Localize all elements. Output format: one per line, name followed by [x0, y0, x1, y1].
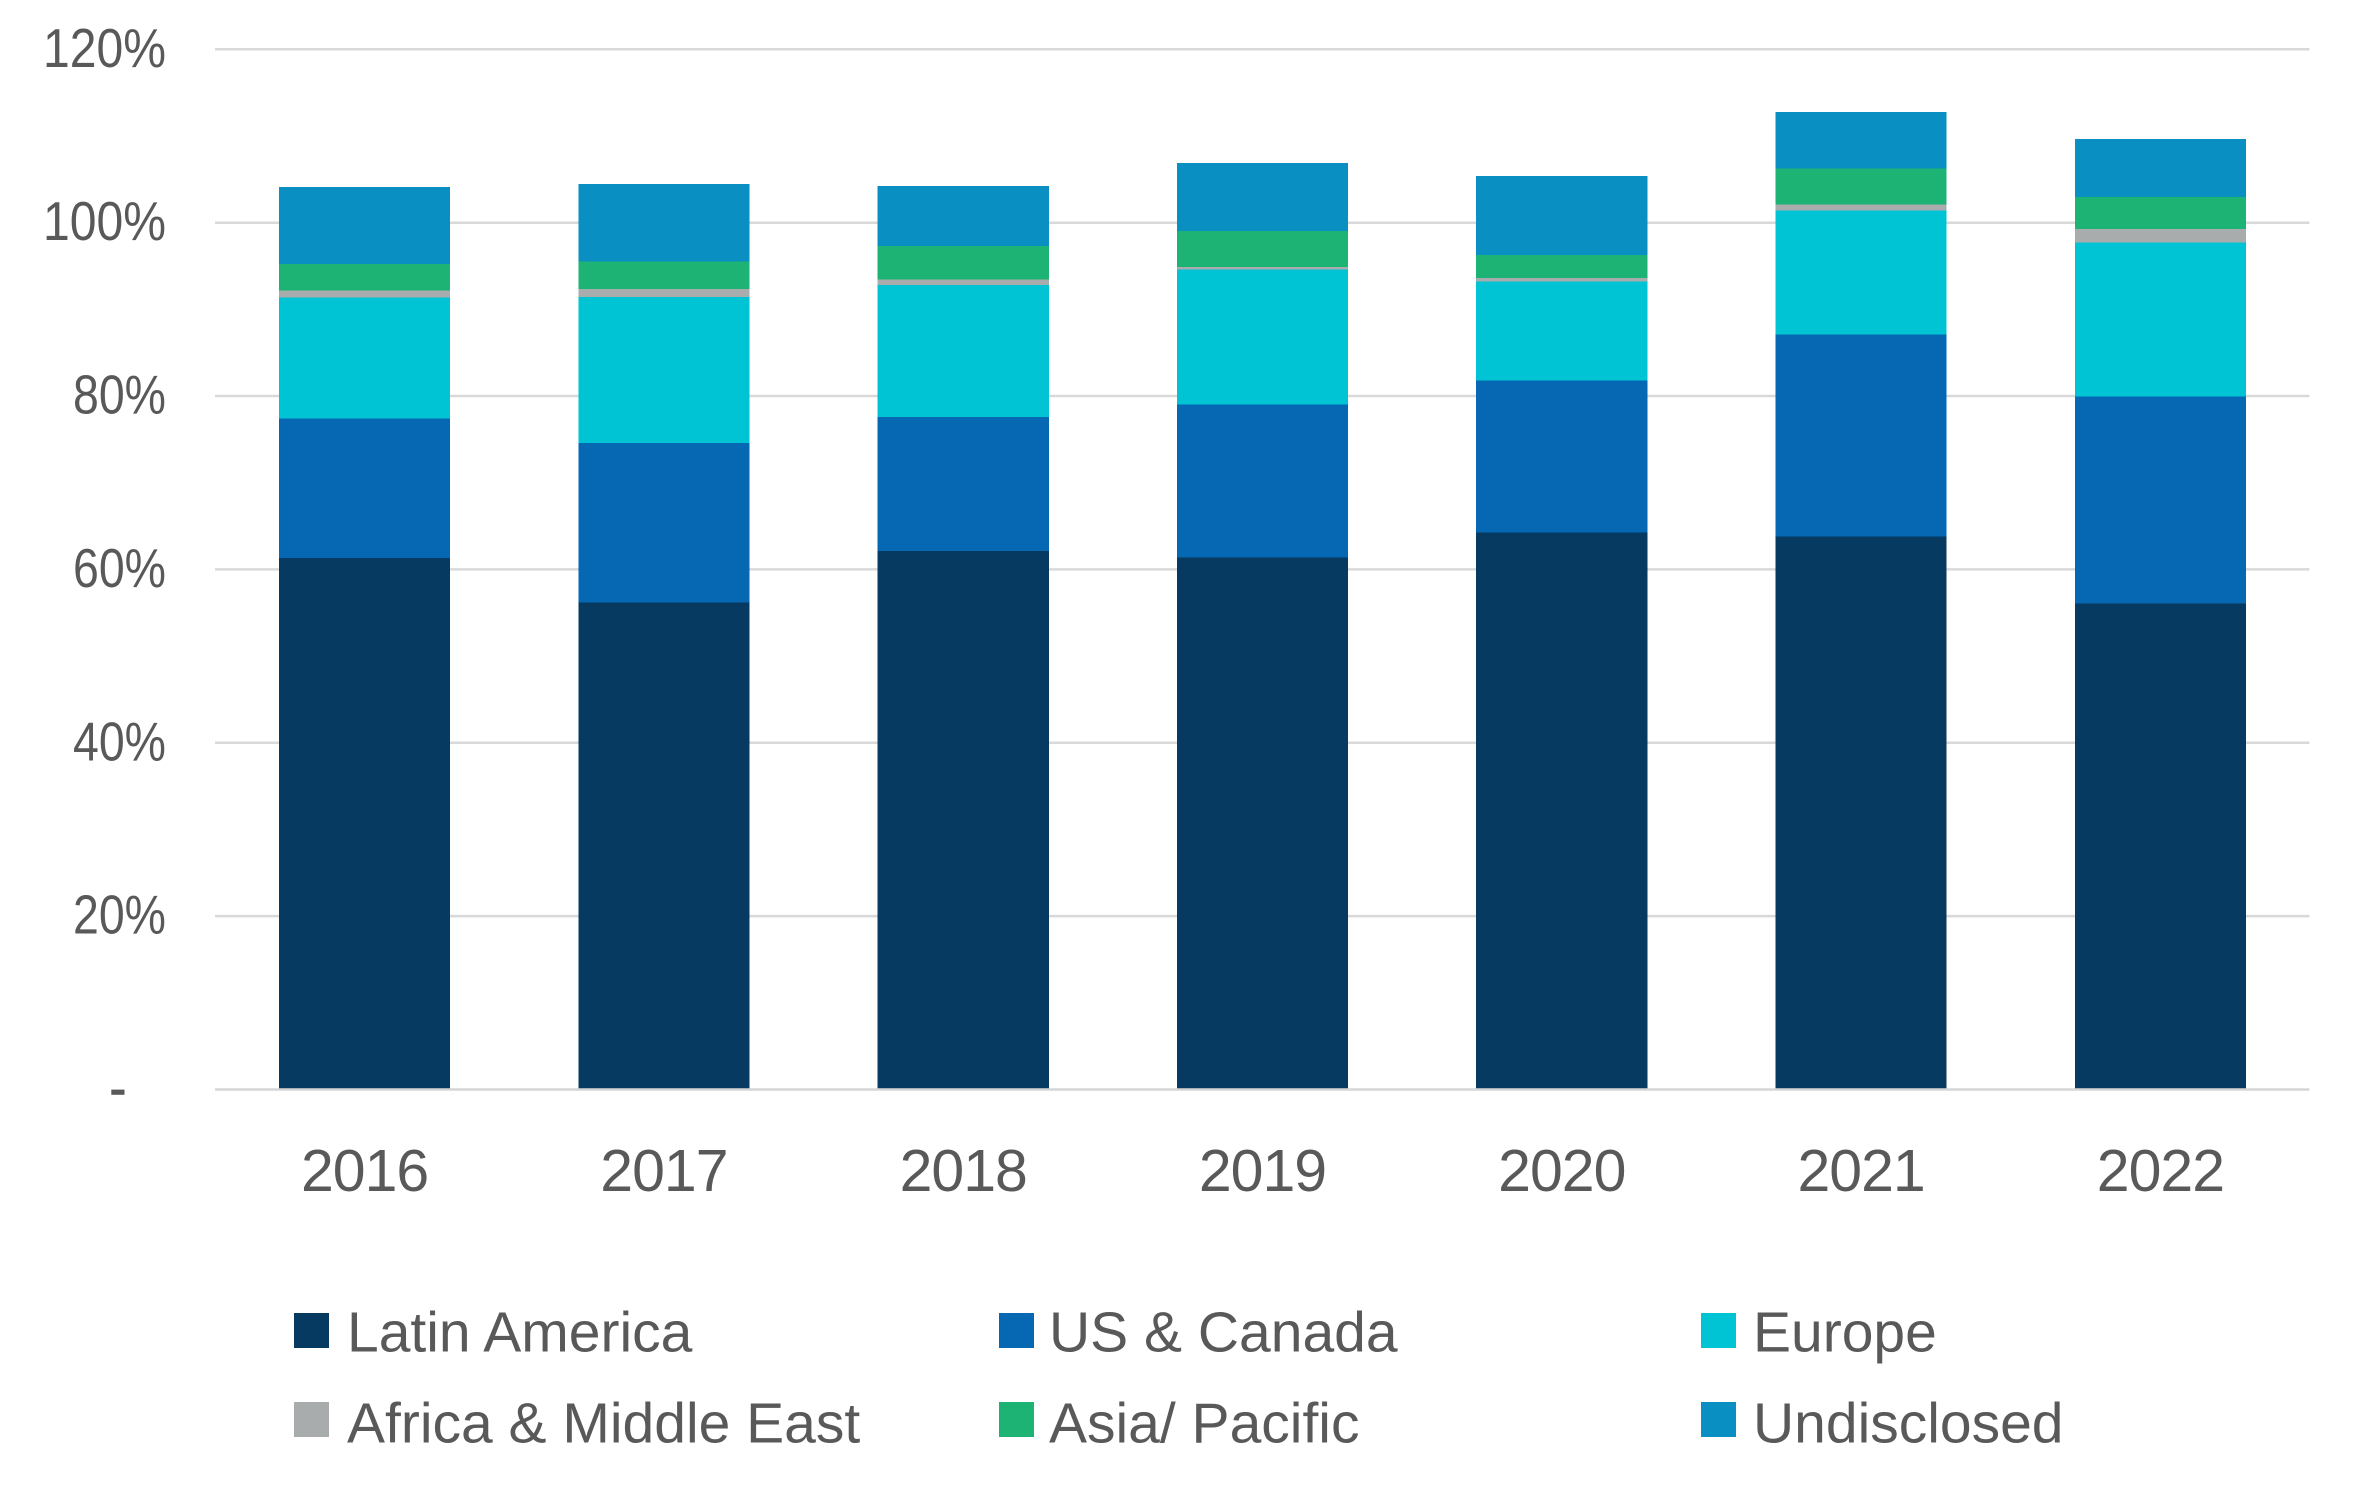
svg-text:2019: 2019: [1199, 1138, 1326, 1204]
svg-text:2017: 2017: [600, 1138, 727, 1204]
svg-text:2022: 2022: [2097, 1138, 2224, 1204]
svg-text:40%: 40%: [73, 710, 166, 772]
svg-text:2018: 2018: [900, 1138, 1027, 1204]
svg-text:Asia/ Pacific: Asia/ Pacific: [1049, 1391, 1359, 1455]
svg-text:120%: 120%: [43, 17, 166, 79]
svg-text:Europe: Europe: [1753, 1301, 1937, 1365]
svg-text:2020: 2020: [1498, 1138, 1625, 1204]
svg-text:2016: 2016: [301, 1138, 428, 1204]
svg-text:US & Canada: US & Canada: [1049, 1301, 1398, 1365]
svg-text:20%: 20%: [73, 884, 166, 946]
svg-text:100%: 100%: [43, 190, 166, 252]
svg-text:Latin America: Latin America: [347, 1301, 693, 1365]
svg-text:2021: 2021: [1797, 1138, 1924, 1204]
svg-text:60%: 60%: [73, 537, 166, 599]
svg-text:80%: 80%: [73, 364, 166, 426]
svg-text:Undisclosed: Undisclosed: [1753, 1391, 2064, 1455]
svg-text:Africa & Middle East: Africa & Middle East: [347, 1391, 860, 1455]
